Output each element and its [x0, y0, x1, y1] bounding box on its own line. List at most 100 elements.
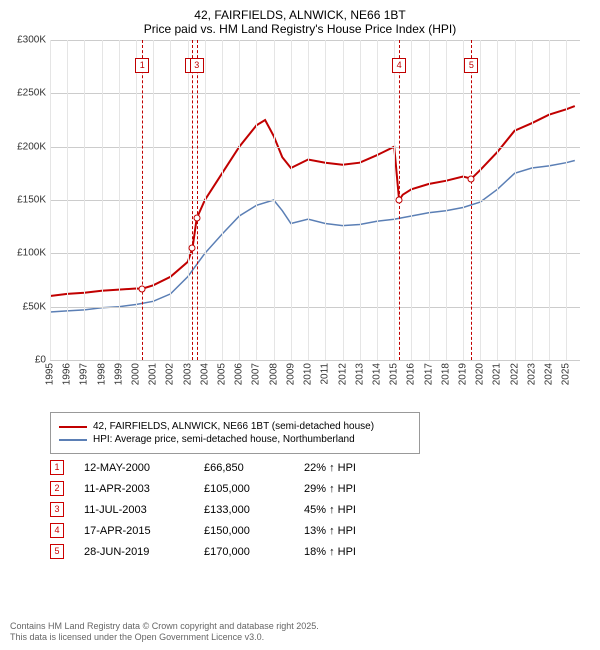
x-axis-label: 2005	[217, 363, 228, 385]
grid-line-v	[360, 40, 361, 360]
x-axis-label: 2020	[475, 363, 486, 385]
x-axis-label: 2006	[234, 363, 245, 385]
event-price: £170,000	[204, 546, 284, 558]
grid-line-v	[205, 40, 206, 360]
event-pct: 22% ↑ HPI	[304, 462, 356, 474]
footer-line1: Contains HM Land Registry data © Crown c…	[10, 621, 319, 633]
x-axis-label: 1997	[79, 363, 90, 385]
x-axis-label: 2015	[389, 363, 400, 385]
x-axis-label: 2008	[268, 363, 279, 385]
y-axis-label: £200K	[10, 141, 46, 152]
grid-line-v	[515, 40, 516, 360]
grid-line-v	[429, 40, 430, 360]
legend: 42, FAIRFIELDS, ALNWICK, NE66 1BT (semi-…	[50, 412, 420, 454]
grid-line-v	[343, 40, 344, 360]
x-axis-label: 2000	[131, 363, 142, 385]
marker-box: 1	[135, 58, 149, 73]
grid-line-v	[50, 40, 51, 360]
x-axis-label: 2002	[165, 363, 176, 385]
x-axis-label: 2013	[354, 363, 365, 385]
legend-row: HPI: Average price, semi-detached house,…	[59, 434, 411, 445]
grid-line-v	[497, 40, 498, 360]
x-axis-label: 2018	[440, 363, 451, 385]
event-pct: 45% ↑ HPI	[304, 504, 356, 516]
x-axis-label: 2007	[251, 363, 262, 385]
grid-line-h	[50, 147, 580, 148]
grid-line-v	[411, 40, 412, 360]
event-marker-box: 4	[50, 523, 64, 538]
x-axis-label: 2001	[148, 363, 159, 385]
marker-dot	[468, 175, 475, 182]
grid-line-v	[256, 40, 257, 360]
legend-label: HPI: Average price, semi-detached house,…	[93, 434, 355, 445]
x-axis-label: 2023	[526, 363, 537, 385]
chart-container: 42, FAIRFIELDS, ALNWICK, NE66 1BT Price …	[0, 0, 600, 650]
marker-dot	[189, 245, 196, 252]
event-price: £66,850	[204, 462, 284, 474]
marker-box: 4	[392, 58, 406, 73]
subtitle: Price paid vs. HM Land Registry's House …	[10, 22, 590, 36]
legend-row: 42, FAIRFIELDS, ALNWICK, NE66 1BT (semi-…	[59, 421, 411, 432]
marker-box: 3	[190, 58, 204, 73]
grid-line-v	[446, 40, 447, 360]
y-axis-label: £100K	[10, 248, 46, 259]
x-axis-label: 2011	[320, 363, 331, 385]
marker-line	[197, 40, 198, 360]
grid-line-v	[377, 40, 378, 360]
grid-line-v	[170, 40, 171, 360]
x-axis-label: 1995	[45, 363, 56, 385]
x-axis-label: 2025	[561, 363, 572, 385]
x-axis-label: 2019	[457, 363, 468, 385]
grid-line-v	[480, 40, 481, 360]
grid-line-v	[325, 40, 326, 360]
x-axis-label: 1996	[62, 363, 73, 385]
event-row: 417-APR-2015£150,00013% ↑ HPI	[50, 523, 590, 538]
y-axis-label: £300K	[10, 35, 46, 46]
events-table: 112-MAY-2000£66,85022% ↑ HPI211-APR-2003…	[50, 460, 590, 559]
x-axis-label: 2024	[544, 363, 555, 385]
grid-line-v	[274, 40, 275, 360]
x-axis-label: 2016	[406, 363, 417, 385]
grid-line-v	[291, 40, 292, 360]
grid-line-v	[532, 40, 533, 360]
grid-line-v	[188, 40, 189, 360]
x-axis-label: 2014	[371, 363, 382, 385]
y-axis-label: £250K	[10, 88, 46, 99]
legend-swatch	[59, 426, 87, 428]
event-row: 211-APR-2003£105,00029% ↑ HPI	[50, 481, 590, 496]
marker-line	[142, 40, 143, 360]
grid-line-v	[308, 40, 309, 360]
series-line	[50, 106, 575, 296]
marker-dot	[139, 285, 146, 292]
event-pct: 13% ↑ HPI	[304, 525, 356, 537]
grid-line-v	[102, 40, 103, 360]
y-axis-label: £150K	[10, 195, 46, 206]
event-price: £105,000	[204, 483, 284, 495]
event-date: 12-MAY-2000	[84, 462, 184, 474]
grid-line-h	[50, 360, 580, 361]
event-date: 11-APR-2003	[84, 483, 184, 495]
marker-dot	[193, 215, 200, 222]
event-date: 17-APR-2015	[84, 525, 184, 537]
x-axis-label: 2004	[199, 363, 210, 385]
event-row: 112-MAY-2000£66,85022% ↑ HPI	[50, 460, 590, 475]
event-marker-box: 2	[50, 481, 64, 496]
event-row: 528-JUN-2019£170,00018% ↑ HPI	[50, 544, 590, 559]
marker-box: 5	[464, 58, 478, 73]
x-axis-label: 2009	[285, 363, 296, 385]
x-axis-label: 2021	[492, 363, 503, 385]
grid-line-v	[549, 40, 550, 360]
grid-line-h	[50, 40, 580, 41]
footer-line2: This data is licensed under the Open Gov…	[10, 632, 319, 644]
grid-line-v	[222, 40, 223, 360]
grid-line-v	[566, 40, 567, 360]
grid-line-v	[67, 40, 68, 360]
event-price: £133,000	[204, 504, 284, 516]
y-axis-label: £0	[10, 355, 46, 366]
title-block: 42, FAIRFIELDS, ALNWICK, NE66 1BT Price …	[0, 0, 600, 40]
x-axis-label: 2022	[509, 363, 520, 385]
marker-dot	[396, 197, 403, 204]
x-axis-label: 1999	[113, 363, 124, 385]
grid-line-h	[50, 93, 580, 94]
x-axis-label: 2012	[337, 363, 348, 385]
